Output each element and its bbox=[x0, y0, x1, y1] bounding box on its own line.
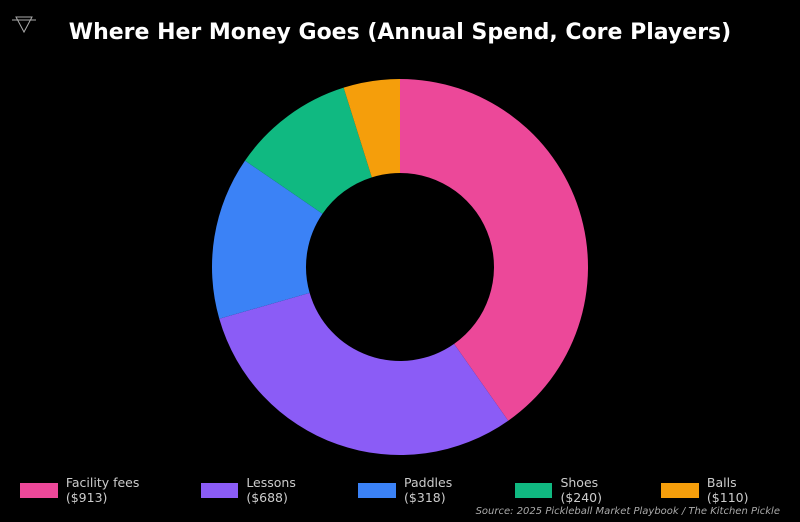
legend-swatch bbox=[661, 482, 699, 498]
legend-label: Paddles ($318) bbox=[404, 475, 453, 505]
legend-swatch bbox=[358, 482, 397, 498]
legend-item: Lessons ($688) bbox=[200, 475, 337, 505]
slice-facility-fees bbox=[400, 79, 588, 421]
slice-paddles bbox=[212, 160, 323, 319]
triangle-logo-icon bbox=[12, 16, 36, 34]
legend-swatch bbox=[200, 482, 239, 498]
legend: Facility fees ($913) Lessons ($688) Paddle… bbox=[20, 475, 800, 505]
legend-label: Shoes ($240) bbox=[560, 475, 603, 505]
slice-shoes bbox=[245, 87, 372, 214]
donut-chart bbox=[212, 79, 588, 455]
slice-lessons bbox=[219, 292, 509, 455]
slice-balls bbox=[343, 79, 400, 178]
legend-swatch bbox=[20, 482, 58, 498]
chart-title: Where Her Money Goes (Annual Spend, Core… bbox=[68, 20, 732, 45]
legend-label: Facility fees ($913) bbox=[65, 475, 140, 505]
legend-item: Balls ($110) bbox=[661, 475, 778, 505]
legend-item: Facility fees ($913) bbox=[20, 475, 179, 505]
source-note: Source: 2025 Pickleball Market Playbook … bbox=[475, 506, 780, 517]
legend-item: Shoes ($240) bbox=[514, 475, 639, 505]
legend-label: Balls ($110) bbox=[706, 475, 749, 505]
legend-item: Paddles ($318) bbox=[358, 475, 492, 505]
legend-swatch bbox=[514, 482, 553, 498]
legend-label: Lessons ($688) bbox=[246, 475, 296, 505]
